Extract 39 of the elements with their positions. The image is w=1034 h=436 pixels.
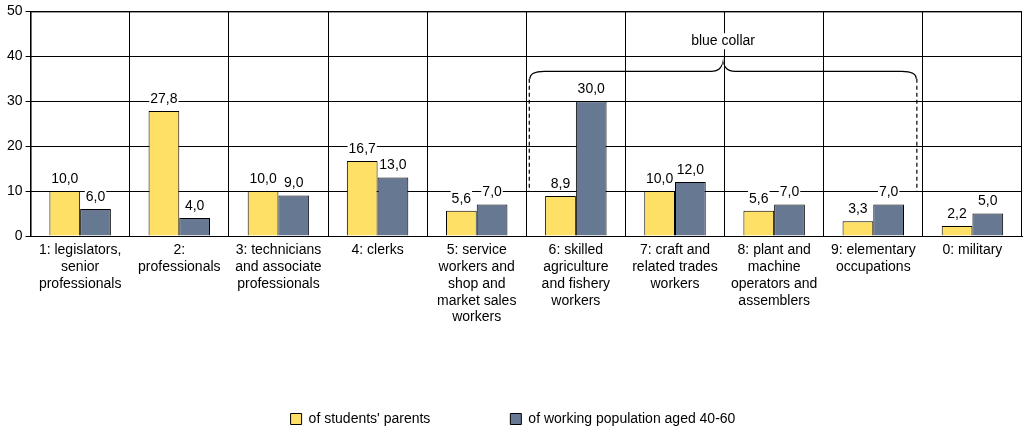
y-tick-label: 50	[6, 2, 23, 19]
x-tick-label: 2: professionals	[138, 241, 221, 275]
data-label: 4,0	[184, 196, 205, 213]
y-tick-label: 10	[6, 181, 23, 198]
x-tick-label: 6: skilled agriculture and fishery workers	[541, 241, 611, 308]
data-label: 7,0	[878, 183, 899, 200]
data-label: 10,0	[646, 169, 674, 186]
data-label: 30,0	[577, 80, 606, 97]
legend-label: of students' parents	[308, 409, 431, 426]
x-tick-label: 7: craft and related trades workers	[632, 241, 718, 291]
data-label: 6,0	[85, 187, 106, 204]
data-label: 12,0	[676, 160, 705, 177]
x-tick-label: 3: technicians and associate professionals	[235, 241, 322, 291]
annotation: blue collar	[691, 32, 756, 49]
data-label: 5,6	[451, 189, 472, 206]
data-label: 13,0	[379, 156, 407, 173]
x-tick-label: 0: military	[942, 241, 1003, 258]
y-tick-label: 30	[6, 92, 23, 109]
data-label: 10,0	[51, 169, 79, 186]
x-tick-label: 5: service workers and shop and market sales workers	[437, 241, 517, 325]
x-tick-label: 9: elementary occupations	[830, 241, 916, 275]
data-label: 7,0	[482, 183, 503, 200]
x-tick-label: 4: clerks	[351, 241, 404, 258]
y-tick-label: 0	[14, 226, 23, 243]
data-label: 7,0	[779, 183, 800, 200]
data-label: 9,0	[284, 174, 304, 191]
y-tick-label: 20	[6, 137, 23, 154]
data-label: 3,3	[848, 200, 868, 217]
legend-label: of working population aged 40-60	[528, 409, 736, 426]
data-label: 5,6	[749, 189, 769, 206]
x-tick-label: 8: plant and machine operators and assemblers	[730, 241, 818, 308]
data-label: 8,9	[550, 174, 571, 191]
x-tick-label: 1: legislators, senior professionals	[38, 241, 122, 291]
data-label: 27,8	[150, 89, 178, 106]
data-label: 5,0	[978, 192, 998, 209]
data-label: 16,7	[348, 139, 377, 156]
data-label: 2,2	[947, 204, 967, 221]
data-label: 10,0	[249, 169, 277, 186]
y-tick-label: 40	[6, 47, 23, 64]
